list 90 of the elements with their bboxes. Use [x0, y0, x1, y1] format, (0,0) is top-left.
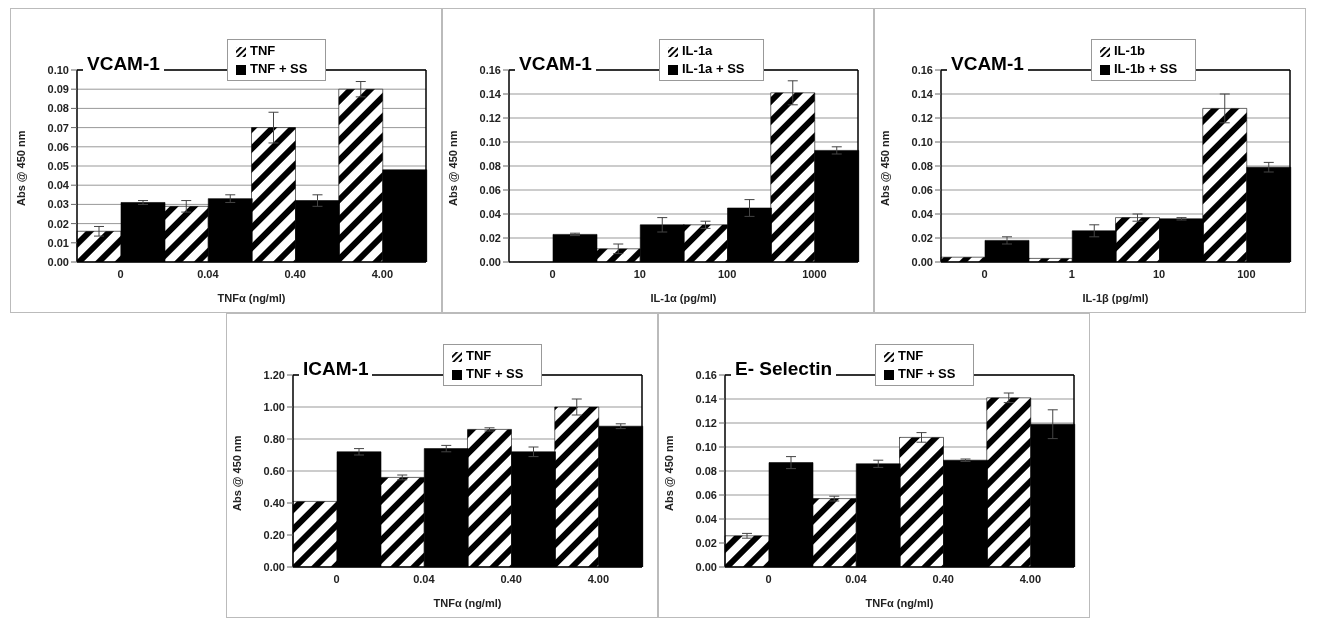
y-tick-label: 0.02: [47, 217, 69, 230]
x-axis-title: IL-1β (pg/ml): [1082, 292, 1149, 304]
legend-label: TNF: [466, 348, 492, 363]
x-axis-title: TNFα (ng/ml): [433, 597, 502, 609]
x-tick-label: 10: [633, 267, 646, 280]
y-tick-label: 1.00: [263, 400, 285, 413]
x-axis-title: TNFα (ng/ml): [865, 597, 934, 609]
legend-label: IL-1a + SS: [682, 61, 745, 76]
y-tick-label: 0.00: [695, 560, 717, 573]
chart-title: ICAM-1: [299, 358, 373, 380]
y-tick-label: 0.02: [695, 536, 717, 549]
y-axis-title: Abs @ 450 nm: [878, 130, 891, 206]
y-tick-label: 0.06: [695, 488, 717, 501]
legend-label: TNF + SS: [898, 366, 956, 381]
y-tick-label: 0.03: [47, 198, 69, 211]
x-tick-label: 0: [333, 572, 340, 585]
y-tick-label: 0.04: [479, 207, 502, 220]
legend-label: TNF + SS: [466, 366, 524, 381]
x-axis-title: TNFα (ng/ml): [217, 292, 286, 304]
y-tick-label: 0.80: [263, 432, 285, 445]
y-tick-label: 0.10: [479, 135, 501, 148]
x-tick-label: 10: [1153, 267, 1166, 280]
y-tick-label: 0.10: [695, 440, 717, 453]
x-tick-label: 4.00: [1019, 572, 1042, 585]
y-tick-label: 0.10: [47, 63, 69, 76]
x-tick-label: 0.04: [845, 572, 868, 585]
y-tick-label: 0.04: [911, 207, 934, 220]
y-tick-label: 0.00: [263, 560, 285, 573]
y-tick-label: 0.02: [479, 231, 501, 244]
y-tick-label: 0.12: [911, 111, 933, 124]
y-tick-label: 0.09: [47, 83, 69, 96]
x-tick-label: 4.00: [371, 267, 394, 280]
y-tick-label: 0.05: [47, 159, 69, 172]
x-tick-label: 0: [549, 267, 556, 280]
y-tick-label: 0.06: [479, 183, 501, 196]
y-tick-label: 0.07: [47, 121, 69, 134]
x-tick-label: 1000: [802, 267, 827, 280]
y-tick-label: 0.14: [479, 87, 502, 100]
x-tick-label: 0.40: [932, 572, 954, 585]
y-tick-label: 0.04: [47, 179, 70, 192]
x-tick-label: 0.40: [284, 267, 306, 280]
y-tick-label: 0.00: [47, 255, 69, 268]
y-tick-label: 0.06: [47, 140, 69, 153]
x-tick-label: 100: [717, 267, 737, 280]
y-tick-label: 0.40: [263, 496, 285, 509]
x-tick-label: 0: [765, 572, 772, 585]
y-tick-label: 0.06: [911, 183, 933, 196]
y-tick-label: 0.16: [479, 63, 501, 76]
chart-title: E- Selectin: [731, 358, 837, 380]
x-tick-label: 100: [1237, 267, 1256, 280]
y-tick-label: 0.00: [911, 255, 933, 268]
y-tick-label: 0.16: [911, 63, 933, 76]
legend-label: IL-1a: [682, 43, 713, 58]
legend-label: IL-1b: [1114, 43, 1146, 58]
y-tick-label: 0.12: [695, 416, 717, 429]
y-tick-label: 0.14: [911, 87, 934, 100]
y-tick-label: 0.08: [695, 464, 717, 477]
y-axis-title: Abs @ 450 nm: [14, 130, 27, 206]
x-tick-label: 0.04: [413, 572, 436, 585]
x-tick-label: 4.00: [587, 572, 610, 585]
y-axis-title: Abs @ 450 nm: [230, 435, 243, 511]
y-tick-label: 0.08: [911, 159, 933, 172]
chart-title: VCAM-1: [947, 53, 1028, 75]
x-tick-label: 0.40: [500, 572, 522, 585]
x-tick-label: 1: [1068, 267, 1075, 280]
chart-title: VCAM-1: [83, 53, 164, 75]
y-tick-label: 0.12: [479, 111, 501, 124]
legend-label: TNF + SS: [250, 61, 308, 76]
y-tick-label: 0.02: [911, 231, 933, 244]
y-axis-title: Abs @ 450 nm: [446, 130, 459, 206]
x-tick-label: 0: [981, 267, 988, 280]
x-axis-title: IL-1α (pg/ml): [650, 292, 717, 304]
x-tick-label: 0: [117, 267, 124, 280]
y-tick-label: 0.04: [695, 512, 718, 525]
y-tick-label: 0.20: [263, 528, 285, 541]
y-tick-label: 1.20: [263, 368, 285, 381]
y-tick-label: 0.60: [263, 464, 285, 477]
y-tick-label: 0.14: [695, 392, 718, 405]
y-tick-label: 0.10: [911, 135, 933, 148]
y-tick-label: 0.08: [479, 159, 501, 172]
y-axis-title: Abs @ 450 nm: [662, 435, 675, 511]
y-tick-label: 0.01: [47, 236, 69, 249]
x-tick-label: 0.04: [197, 267, 220, 280]
legend-label: TNF: [898, 348, 924, 363]
y-tick-label: 0.00: [479, 255, 501, 268]
legend-label: IL-1b + SS: [1114, 61, 1178, 76]
y-tick-label: 0.08: [47, 102, 69, 115]
legend-label: TNF: [250, 43, 276, 58]
y-tick-label: 0.16: [695, 368, 717, 381]
chart-title: VCAM-1: [515, 53, 596, 75]
